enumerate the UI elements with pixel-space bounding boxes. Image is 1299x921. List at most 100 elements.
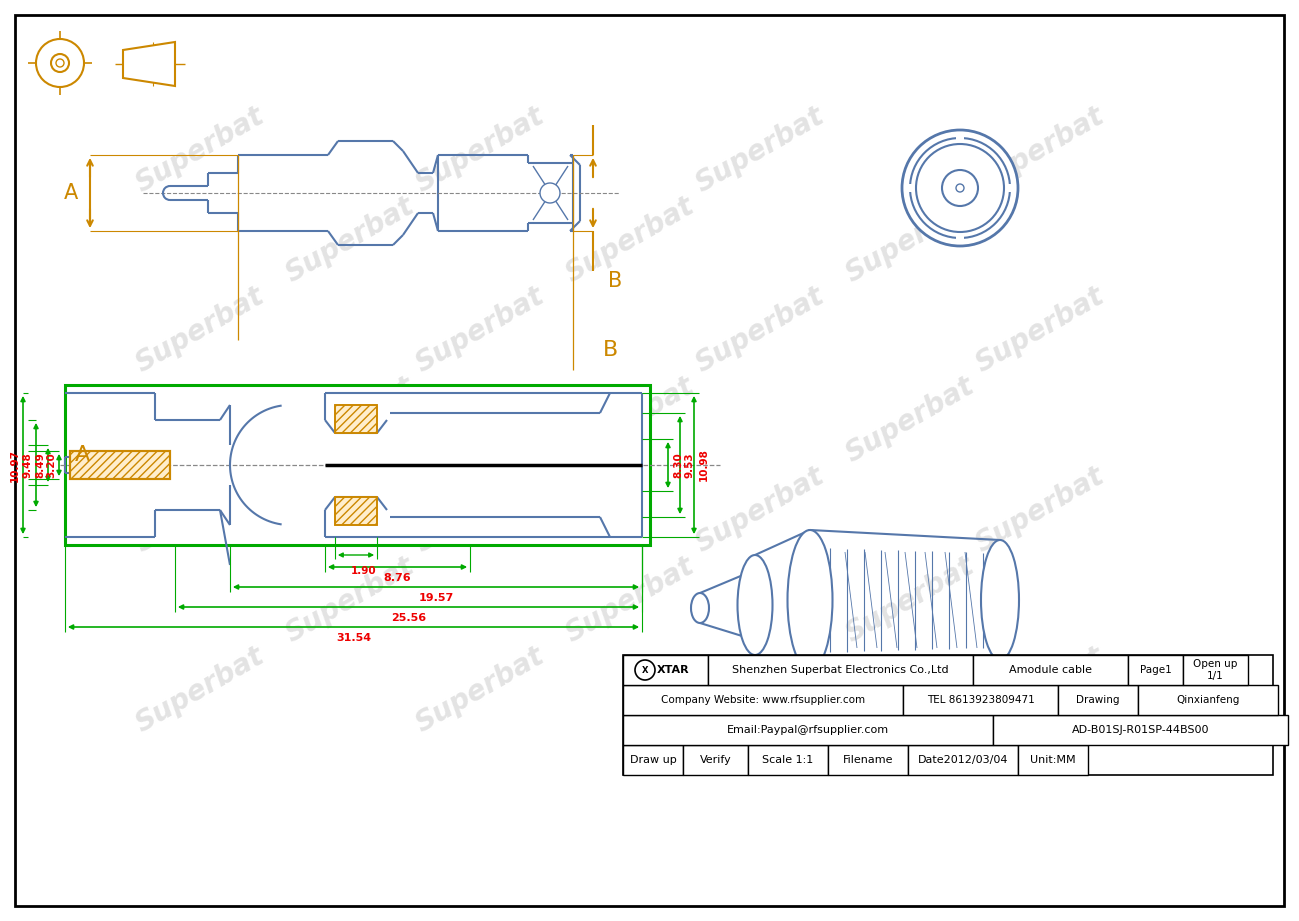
Text: Qinxianfeng: Qinxianfeng: [1177, 695, 1239, 705]
Text: Superbat: Superbat: [970, 642, 1109, 738]
Text: Amodule cable: Amodule cable: [1009, 665, 1092, 675]
Text: AD-B01SJ-R01SP-44BS00: AD-B01SJ-R01SP-44BS00: [1072, 725, 1209, 735]
Ellipse shape: [738, 555, 773, 655]
Circle shape: [902, 130, 1018, 246]
Bar: [903, 685, 1057, 715]
Circle shape: [36, 39, 84, 87]
Bar: [624, 685, 903, 715]
Text: Drawing: Drawing: [1077, 695, 1120, 705]
Bar: [335, 405, 377, 433]
Text: Superbat: Superbat: [131, 282, 269, 379]
Text: X: X: [642, 666, 648, 674]
Text: A: A: [64, 183, 78, 203]
Polygon shape: [123, 42, 175, 86]
Text: Unit:MM: Unit:MM: [1030, 755, 1076, 765]
Bar: [1007, 184, 1015, 192]
Circle shape: [916, 144, 1004, 232]
Text: Company Website: www.rfsupplier.com: Company Website: www.rfsupplier.com: [661, 695, 865, 705]
Text: Superbat: Superbat: [840, 192, 979, 288]
Text: Superbat: Superbat: [281, 192, 420, 288]
Text: 8.76: 8.76: [383, 573, 412, 583]
Text: Superbat: Superbat: [410, 461, 549, 558]
Circle shape: [942, 170, 978, 206]
Ellipse shape: [691, 593, 709, 623]
Bar: [624, 655, 708, 685]
Text: 9.53: 9.53: [685, 452, 695, 478]
Bar: [905, 184, 913, 192]
Bar: [708, 655, 973, 685]
Text: 10.98: 10.98: [699, 449, 709, 482]
Text: Superbat: Superbat: [970, 461, 1109, 558]
Text: 3.20: 3.20: [45, 452, 56, 478]
Text: Shenzhen Superbat Electronics Co.,Ltd: Shenzhen Superbat Electronics Co.,Ltd: [733, 665, 948, 675]
Circle shape: [956, 184, 964, 192]
Bar: [956, 133, 964, 141]
Text: Superbat: Superbat: [131, 642, 269, 738]
Bar: [1057, 685, 1138, 715]
Text: 8.49: 8.49: [35, 452, 45, 478]
Text: Superbat: Superbat: [691, 102, 829, 198]
Bar: [683, 745, 748, 775]
Text: Verify: Verify: [700, 755, 731, 765]
Text: 31.54: 31.54: [336, 633, 372, 643]
Bar: [335, 497, 377, 525]
Text: TEL 8613923809471: TEL 8613923809471: [926, 695, 1034, 705]
Bar: [65, 385, 650, 545]
Text: 9.48: 9.48: [23, 452, 32, 478]
Circle shape: [56, 59, 64, 67]
Text: Superbat: Superbat: [691, 642, 829, 738]
Text: A: A: [74, 445, 90, 465]
Text: XTAR: XTAR: [657, 665, 690, 675]
Circle shape: [911, 138, 1011, 238]
Bar: [908, 745, 1018, 775]
Circle shape: [540, 183, 560, 203]
Text: B: B: [608, 271, 622, 291]
Text: 25.56: 25.56: [391, 613, 426, 623]
Ellipse shape: [787, 530, 833, 670]
Text: 1.90: 1.90: [351, 566, 377, 576]
Text: Superbat: Superbat: [970, 102, 1109, 198]
Text: Superbat: Superbat: [691, 461, 829, 558]
Ellipse shape: [981, 540, 1018, 660]
Bar: [70, 451, 170, 479]
Circle shape: [51, 54, 69, 72]
Bar: [956, 235, 964, 243]
Text: Open up
1/1: Open up 1/1: [1194, 659, 1238, 681]
Text: Superbat: Superbat: [131, 461, 269, 558]
Text: Superbat: Superbat: [840, 372, 979, 468]
Bar: [624, 745, 683, 775]
Text: Superbat: Superbat: [561, 372, 699, 468]
Bar: [1018, 745, 1089, 775]
Bar: [992, 715, 1289, 745]
Text: Superbat: Superbat: [410, 642, 549, 738]
Text: 8.30: 8.30: [673, 452, 683, 478]
Text: Superbat: Superbat: [281, 372, 420, 468]
Text: Superbat: Superbat: [131, 102, 269, 198]
Text: Superbat: Superbat: [561, 192, 699, 288]
Text: Date2012/03/04: Date2012/03/04: [918, 755, 1008, 765]
Text: Superbat: Superbat: [281, 552, 420, 648]
Text: 19.57: 19.57: [418, 593, 453, 603]
Text: Superbat: Superbat: [691, 282, 829, 379]
Text: Draw up: Draw up: [630, 755, 677, 765]
Bar: [1138, 685, 1278, 715]
Text: Superbat: Superbat: [410, 282, 549, 379]
Circle shape: [635, 660, 655, 680]
Text: Email:Paypal@rfsupplier.com: Email:Paypal@rfsupplier.com: [727, 725, 889, 735]
Text: Superbat: Superbat: [410, 102, 549, 198]
Text: Filename: Filename: [843, 755, 894, 765]
Text: 10.97: 10.97: [10, 449, 19, 482]
Bar: [1183, 655, 1248, 685]
Text: B: B: [603, 340, 618, 360]
Bar: [1128, 655, 1183, 685]
Text: Superbat: Superbat: [970, 282, 1109, 379]
Bar: [624, 655, 1273, 775]
Bar: [973, 655, 1128, 685]
Bar: [335, 497, 377, 525]
Text: Superbat: Superbat: [840, 552, 979, 648]
Bar: [624, 715, 992, 745]
Text: Page1: Page1: [1139, 665, 1172, 675]
Text: Superbat: Superbat: [561, 552, 699, 648]
Bar: [827, 745, 908, 775]
Bar: [748, 745, 827, 775]
